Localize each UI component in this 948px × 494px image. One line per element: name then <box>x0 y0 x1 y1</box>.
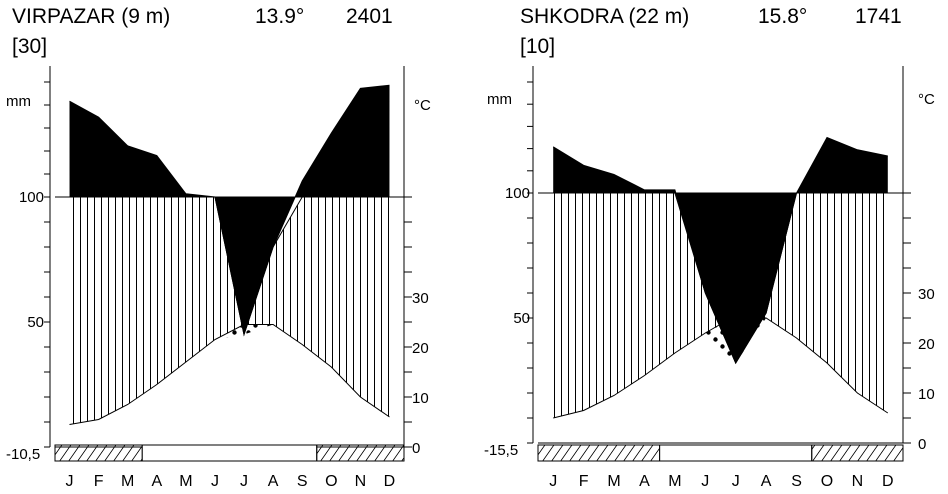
month-label: J <box>240 473 248 490</box>
min-temp-label: -10,5 <box>6 446 40 463</box>
month-label: J <box>549 473 557 490</box>
precip-unit: mm <box>487 91 512 108</box>
perhumid-area <box>69 85 390 335</box>
observation-years: [30] <box>12 35 48 58</box>
frost-period-bar <box>537 444 661 462</box>
month-label: N <box>852 473 864 490</box>
month-label: A <box>268 473 279 490</box>
climate-diagram-shkodra: SHKODRA (22 m) 15.8° 1741 [10] 100 50 -15,… <box>474 0 948 494</box>
precip-tick-label: 100 <box>505 185 530 202</box>
month-label: A <box>761 473 772 490</box>
arid-period-area <box>553 315 888 418</box>
temp-tick-label: 20 <box>412 340 429 357</box>
month-label: O <box>325 473 337 490</box>
month-label: F <box>579 473 589 490</box>
climate-diagram-virpazar: VIRPAZAR (9 m) 13.9° 2401 [30] 100 50 -10,… <box>6 5 431 491</box>
month-label: S <box>791 473 802 490</box>
temperature-line <box>553 314 889 419</box>
month-label: J <box>701 473 709 490</box>
temp-tick-label: 10 <box>918 386 935 403</box>
temp-tick-label: 20 <box>918 336 935 353</box>
temp-tick-label: 30 <box>412 290 429 307</box>
temp-tick-label: 0 <box>918 436 926 453</box>
precip-tick-label: 50 <box>27 314 44 331</box>
month-label: S <box>297 473 308 490</box>
perhumid-area <box>553 137 888 363</box>
precip-unit: mm <box>6 93 31 110</box>
month-label: D <box>882 473 894 490</box>
precip-tick-label: 50 <box>513 310 530 327</box>
temp-tick-label: 10 <box>412 390 429 407</box>
mean-temperature: 15.8° <box>758 5 808 28</box>
temp-tick-label: 0 <box>412 440 420 457</box>
month-label: J <box>211 473 219 490</box>
frost-free-bar <box>141 444 318 462</box>
station-name: VIRPAZAR (9 m) <box>12 5 171 28</box>
frost-period-bar <box>316 444 405 462</box>
station-name: SHKODRA (22 m) <box>520 5 690 28</box>
frost-free-bar <box>659 444 813 462</box>
month-label: M <box>668 473 681 490</box>
month-label: J <box>732 473 740 490</box>
month-label: N <box>355 473 367 490</box>
humid-period-area <box>69 197 390 425</box>
min-temp-label: -15,5 <box>484 442 518 459</box>
annual-precipitation: 1741 <box>855 5 902 28</box>
mean-temperature: 13.9° <box>255 5 305 28</box>
frost-period-bar <box>54 444 143 462</box>
frost-period-bar <box>811 444 904 462</box>
month-label: A <box>639 473 650 490</box>
month-label: D <box>384 473 396 490</box>
observation-years: [10] <box>520 35 556 58</box>
temp-unit: °C <box>918 91 935 108</box>
month-label: F <box>94 473 104 490</box>
month-label: M <box>121 473 134 490</box>
month-label: M <box>607 473 620 490</box>
month-label: O <box>821 473 833 490</box>
month-label: M <box>179 473 192 490</box>
annual-precipitation: 2401 <box>346 5 393 28</box>
temp-tick-label: 30 <box>918 286 935 303</box>
month-label: A <box>151 473 162 490</box>
temp-unit: °C <box>414 97 431 114</box>
temperature-line <box>69 324 390 425</box>
month-label: J <box>66 473 74 490</box>
precip-tick-label: 100 <box>19 189 44 206</box>
